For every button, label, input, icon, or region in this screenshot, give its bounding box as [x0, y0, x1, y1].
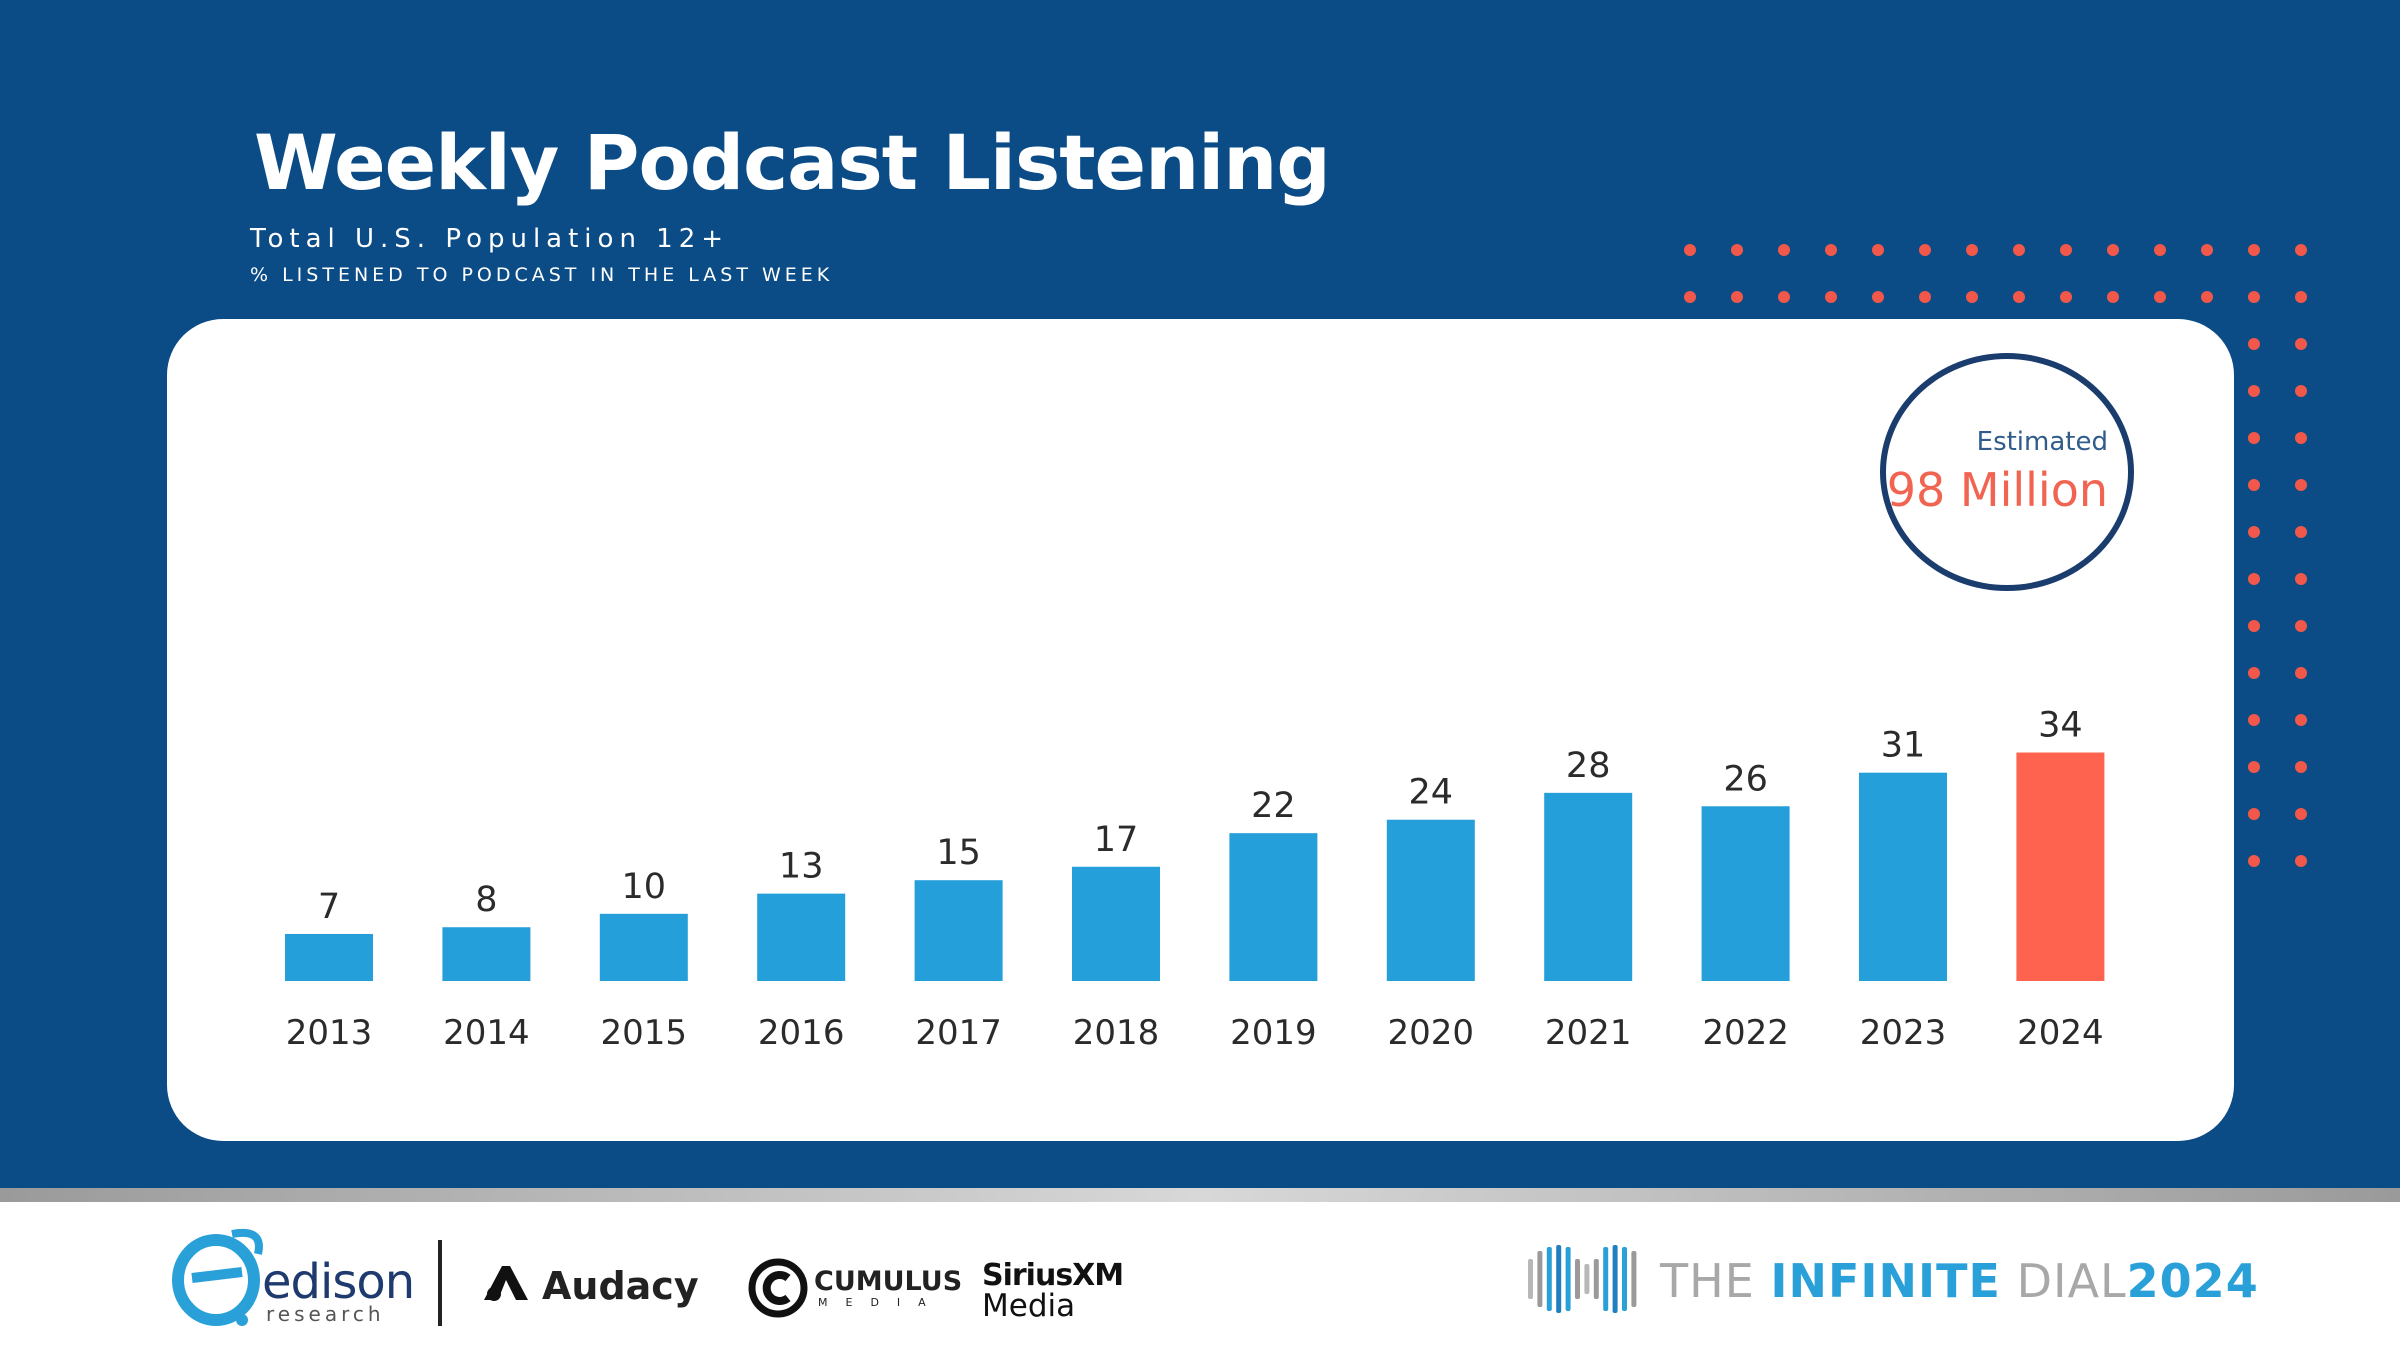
data-label-2020: 24 — [1409, 773, 1454, 813]
x-tick-2017: 2017 — [915, 1013, 1002, 1053]
data-label-2022: 26 — [1723, 759, 1768, 799]
infinite-dial-infinite: INFINITE — [1770, 1254, 2001, 1308]
cumulus-logo-subtext: MEDIA — [818, 1296, 944, 1309]
bar-2024 — [2016, 752, 2105, 981]
data-label-2019: 22 — [1251, 786, 1296, 826]
infinite-dial-year: 2024 — [2126, 1254, 2259, 1308]
dial-stripe — [1631, 1251, 1637, 1307]
data-label-2014: 8 — [475, 880, 497, 920]
measure-label: % LISTENED TO PODCAST IN THE LAST WEEK — [250, 264, 834, 286]
data-label-2023: 31 — [1881, 726, 1926, 766]
x-tick-2020: 2020 — [1388, 1013, 1475, 1053]
data-label-2013: 7 — [318, 887, 340, 927]
dial-stripe — [1593, 1259, 1599, 1299]
infinite-dial-logo-text: THE INFINITE DIAL2024 — [1660, 1254, 2259, 1308]
bar-2020 — [1386, 819, 1475, 981]
estimate-badge: Estimated 98 Million — [1880, 353, 2134, 591]
bar-2017 — [914, 880, 1003, 981]
footer-divider — [0, 1188, 2400, 1202]
estimate-value: 98 Million — [1886, 463, 2108, 517]
siriusxm-logo-text: SiriusXM — [982, 1258, 1124, 1293]
edison-logo-subtext: research — [266, 1302, 385, 1326]
logo-separator — [438, 1240, 442, 1326]
dial-stripe — [1546, 1247, 1552, 1311]
infinite-dial-logo-icon — [1528, 1245, 1637, 1313]
audacy-logo-text: Audacy — [542, 1264, 699, 1308]
page-title: Weekly Podcast Listening — [254, 118, 1331, 207]
cumulus-logo-text: CUMULUS — [814, 1266, 963, 1297]
bar-chart: 7 2013 8 2014 10 2015 13 2016 15 2017 17 2018 22 2019… — [285, 706, 2105, 1053]
bar-2018 — [1072, 866, 1160, 981]
x-tick-2024: 2024 — [2017, 1013, 2104, 1053]
infinite-dial-dial: DIAL — [2000, 1254, 2127, 1308]
footer — [0, 1202, 2400, 1350]
dial-stripe — [1528, 1259, 1533, 1299]
dial-stripe — [1584, 1264, 1590, 1294]
bar-2014 — [442, 927, 531, 981]
bar-2016 — [757, 893, 846, 981]
dial-stripe — [1556, 1245, 1562, 1313]
page-subtitle: Total U.S. Population 12+ — [250, 224, 730, 254]
data-label-2018: 17 — [1094, 820, 1139, 860]
bar-2015 — [599, 913, 688, 981]
edison-logo-icon — [172, 1229, 263, 1326]
x-tick-2018: 2018 — [1073, 1013, 1160, 1053]
x-tick-2015: 2015 — [601, 1013, 688, 1053]
x-tick-2013: 2013 — [286, 1013, 373, 1053]
data-label-2024: 34 — [2038, 706, 2083, 746]
dial-stripe — [1603, 1247, 1609, 1311]
bar-2021 — [1544, 792, 1633, 981]
x-tick-2022: 2022 — [1702, 1013, 1789, 1053]
bar-2023 — [1859, 772, 1947, 981]
data-label-2016: 13 — [779, 847, 824, 887]
dial-stripe — [1565, 1247, 1571, 1311]
audacy-logo-icon — [484, 1266, 528, 1301]
dial-stripe — [1575, 1259, 1580, 1299]
data-label-2015: 10 — [622, 867, 667, 907]
infinite-dial-the: THE — [1660, 1254, 1771, 1308]
data-label-2021: 28 — [1566, 746, 1611, 786]
bar-2022 — [1701, 806, 1790, 981]
data-label-2017: 15 — [936, 833, 981, 873]
bar-2013 — [285, 933, 373, 981]
siriusxm-logo-subtext: Media — [982, 1288, 1076, 1324]
x-tick-2021: 2021 — [1545, 1013, 1632, 1053]
x-tick-2014: 2014 — [443, 1013, 530, 1053]
dial-stripe — [1622, 1247, 1627, 1311]
dial-stripe — [1537, 1251, 1543, 1307]
dial-stripe — [1612, 1245, 1618, 1313]
estimate-label: Estimated — [1976, 427, 2108, 457]
x-tick-2016: 2016 — [758, 1013, 845, 1053]
cumulus-logo-icon — [748, 1258, 808, 1318]
x-tick-2019: 2019 — [1230, 1013, 1317, 1053]
bar-2019 — [1229, 833, 1318, 981]
edison-logo-text: edison — [262, 1254, 415, 1310]
x-tick-2023: 2023 — [1860, 1013, 1947, 1053]
